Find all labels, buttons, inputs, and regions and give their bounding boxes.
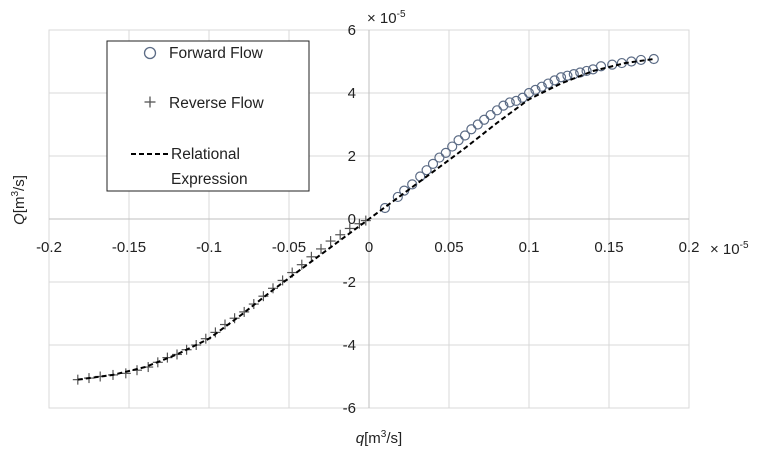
reverse-flow-point xyxy=(229,313,240,324)
relational-expression-line xyxy=(77,58,654,381)
y-exponent-label: × 10-5 xyxy=(367,9,406,27)
forward-flow-point xyxy=(555,72,567,83)
x-tick-label: -0.15 xyxy=(112,239,146,256)
x-tick-label: 0.1 xyxy=(519,239,540,256)
forward-flow-point xyxy=(427,158,439,169)
reverse-flow-point xyxy=(360,215,371,226)
reverse-flow-point xyxy=(344,223,355,234)
forward-flow-point xyxy=(595,61,607,72)
reverse-flow-point xyxy=(258,291,269,302)
y-tick-label: 0 xyxy=(348,211,356,228)
series-layer xyxy=(72,53,659,385)
reverse-flow-point xyxy=(210,327,221,338)
forward-flow-point xyxy=(543,78,554,89)
forward-flow-point xyxy=(407,179,418,190)
x-exponent-label: × 10-5 xyxy=(710,240,749,258)
y-tick-label: -6 xyxy=(343,400,356,417)
legend-label-reverse: Reverse Flow xyxy=(169,95,265,112)
forward-flow-point xyxy=(562,70,573,81)
x-tick-label: 0 xyxy=(365,239,373,256)
reverse-flow-point xyxy=(296,259,307,270)
forward-flow-point xyxy=(498,100,509,111)
x-tick-label: -0.1 xyxy=(196,239,222,256)
y-tick-label: 2 xyxy=(348,148,356,165)
x-tick-labels: -0.2 -0.15 -0.1 -0.05 0 0.05 0.1 0.15 0.2 xyxy=(36,239,699,256)
y-axis-title: Q[m3/s] xyxy=(10,175,28,225)
x-tick-label: 0.2 xyxy=(679,239,700,256)
reverse-flow-point xyxy=(172,349,182,360)
reverse-flow-point xyxy=(306,251,317,262)
reverse-flow-point xyxy=(335,229,346,240)
reverse-flow-point xyxy=(325,236,336,247)
reverse-flow-point xyxy=(268,283,278,294)
legend-label-forward: Forward Flow xyxy=(169,45,264,62)
x-tick-label: -0.2 xyxy=(36,239,62,256)
forward-flow-point xyxy=(536,81,547,92)
forward-flow-point xyxy=(549,75,560,86)
forward-flow-point xyxy=(379,202,391,214)
legend-circle-marker xyxy=(143,46,157,60)
y-tick-label: -2 xyxy=(343,274,356,291)
forward-flow-point xyxy=(459,130,471,141)
forward-flow-point xyxy=(635,54,647,66)
legend-label-relational-line1: Relational xyxy=(171,146,240,163)
forward-flow-point xyxy=(530,84,541,95)
x-tick-label: -0.05 xyxy=(272,239,306,256)
forward-flow-point xyxy=(421,165,432,176)
legend-box xyxy=(106,40,310,192)
reverse-flow-point xyxy=(120,368,131,379)
forward-flow-point xyxy=(440,147,451,158)
reverse-flow-point xyxy=(239,306,250,317)
forward-flow-point xyxy=(447,141,458,152)
x-tick-label: 0.05 xyxy=(434,239,463,256)
forward-flow-point xyxy=(511,95,522,106)
legend-label-relational-line2: Expression xyxy=(171,171,248,188)
legend: Forward Flow Reverse Flow Relational Exp… xyxy=(106,40,310,192)
y-tick-label: -4 xyxy=(343,337,356,354)
forward-flow-point xyxy=(392,191,403,203)
forward-flow-point xyxy=(523,87,535,99)
forward-flow-point xyxy=(581,65,592,77)
forward-flow-point xyxy=(504,97,515,108)
series-relational xyxy=(77,58,654,381)
y-tick-labels: -6 -4 -2 0 2 4 6 xyxy=(343,22,356,417)
x-axis-title: q[m3/s] xyxy=(356,429,402,447)
y-tick-label: 6 xyxy=(348,22,356,39)
reverse-flow-point xyxy=(316,243,326,254)
y-tick-label: 4 xyxy=(348,85,356,102)
x-tick-label: 0.15 xyxy=(594,239,623,256)
legend-plus-marker xyxy=(144,96,156,108)
